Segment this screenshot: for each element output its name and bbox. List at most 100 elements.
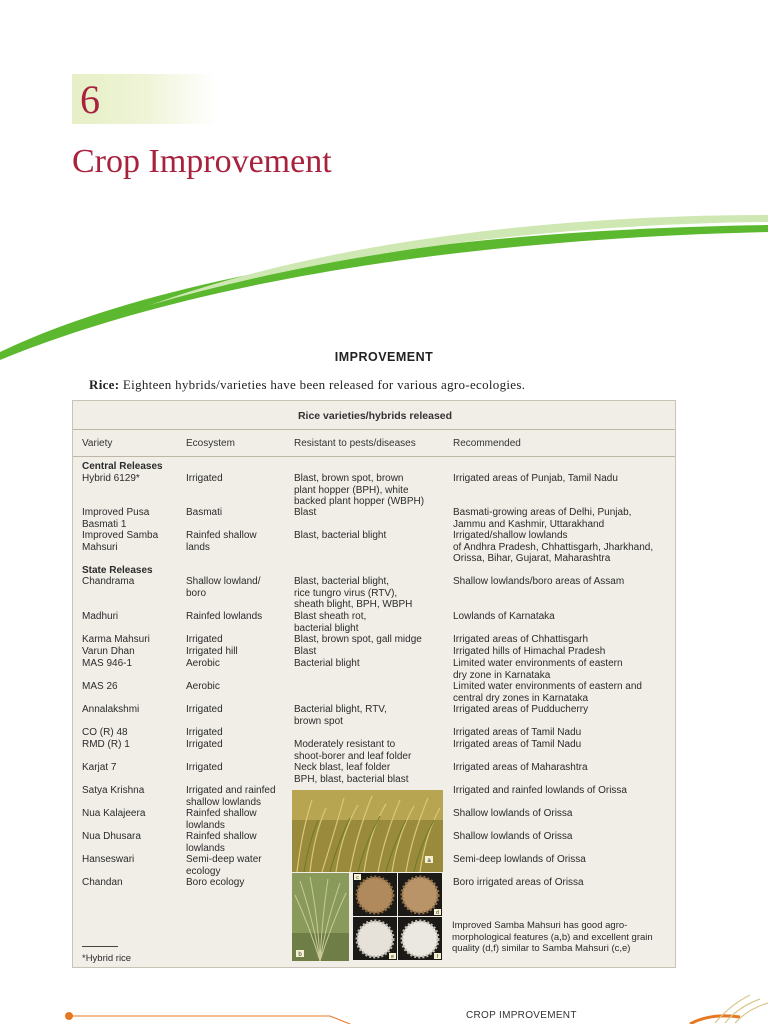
resistance-cell: Neck blast, leaf folder BPH, blast, bact… [294,762,409,785]
section-heading: IMPROVEMENT [334,350,434,364]
recommended-cell: Irrigated areas of Tamil Nadu [453,727,582,738]
recommended-cell: Irrigated areas of Chhattisgarh [453,634,589,645]
variety-cell: RMD (R) 1 [82,739,130,750]
recommended-cell: Irrigated hills of Himachal Pradesh [453,646,606,657]
rice-plant-photo: b [292,873,349,961]
ecosystem-cell: Irrigated hill [186,646,238,657]
photo-label-e: e [391,954,394,960]
photo-caption: Improved Samba Mahsuri has good agro-mor… [452,920,653,954]
group-state-releases: State Releases [82,565,153,576]
header-variety: Variety [82,438,113,449]
variety-cell: Nua Kalajeera [82,808,146,819]
recommended-cell: Shallow lowlands of Orissa [453,831,573,842]
recommended-cell: Irrigated areas of Tamil Nadu [453,739,582,750]
recommended-cell: Shallow lowlands/boro areas of Assam [453,576,625,587]
header-resistance: Resistant to pests/diseases [294,438,416,449]
table-rule [73,456,675,457]
resistance-cell: Blast [294,507,317,518]
ecosystem-cell: Boro ecology [186,877,245,888]
recommended-cell: Basmati-growing areas of Delhi, Punjab, … [453,507,632,530]
ecosystem-cell: Aerobic [186,681,220,692]
chapter-number-band [72,74,217,124]
recommended-cell: Irrigated/shallow lowlands of Andhra Pra… [453,530,654,564]
footnote-rule [82,946,118,947]
rice-field-photo: a [292,790,443,872]
resistance-cell: Blast, brown spot, brown plant hopper (B… [294,473,425,507]
recommended-cell: Irrigated and rainfed lowlands of Orissa [453,785,627,796]
variety-cell: MAS 26 [82,681,118,692]
photo-label-badge [425,856,433,863]
variety-cell: Improved Pusa Basmati 1 [82,507,150,530]
ecosystem-cell: Irrigated [186,473,223,484]
intro-lead: Rice: [89,377,120,392]
header-ecosystem: Ecosystem [186,438,235,449]
resistance-cell: Moderately resistant to shoot-borer and … [294,739,412,762]
grain-photo-d: d [398,873,442,916]
green-swoosh-decoration [0,215,768,360]
ecosystem-cell: Irrigated [186,634,223,645]
ecosystem-cell: Irrigated [186,704,223,715]
photo-label-d: d [436,910,439,916]
ecosystem-cell: Irrigated and rainfed shallow lowlands [186,785,276,808]
variety-cell: Satya Krishna [82,785,145,796]
variety-cell: CO (R) 48 [82,727,128,738]
ecosystem-cell: Shallow lowland/ boro [186,576,261,599]
variety-cell: Chandan [82,877,123,888]
recommended-cell: Boro irrigated areas of Orissa [453,877,584,888]
photo-label-c: c [356,875,359,881]
recommended-cell: Semi-deep lowlands of Orissa [453,854,586,865]
grain-photo-e: e [353,917,397,960]
recommended-cell: Limited water environments of eastern an… [453,681,642,704]
ecosystem-cell: Irrigated [186,727,223,738]
photo-label-a: a [427,858,431,864]
chapter-number: 6 [80,77,100,122]
variety-cell: Karjat 7 [82,762,117,773]
resistance-cell: Bacterial blight [294,658,360,669]
variety-cell: Madhuri [82,611,119,622]
header-recommended: Recommended [453,438,521,449]
grain-photo-c: c [353,873,397,916]
group-central-releases: Central Releases [82,461,163,472]
table-rule [73,429,675,430]
ecosystem-cell: Rainfed shallow lowlands [186,831,257,854]
variety-cell: Karma Mahsuri [82,634,150,645]
resistance-cell: Blast, brown spot, gall midge [294,634,422,645]
rice-varieties-table: Rice varieties/hybrids released Variety … [72,400,676,968]
recommended-cell: Irrigated areas of Maharashtra [453,762,588,773]
resistance-cell: Bacterial blight, RTV, brown spot [294,704,387,727]
table-title: Rice varieties/hybrids released [297,410,453,422]
recommended-cell: Shallow lowlands of Orissa [453,808,573,819]
resistance-cell: Blast, bacterial blight, rice tungro vir… [294,576,413,610]
ecosystem-cell: Basmati [186,507,223,518]
variety-cell: Improved Samba Mahsuri [82,530,159,553]
recommended-cell: Irrigated areas of Pudducherry [453,704,589,715]
variety-cell: Hanseswari [82,854,135,865]
ecosystem-cell: Semi-deep water ecology [186,854,262,877]
resistance-cell: Blast sheath rot, bacterial blight [294,611,367,634]
recommended-cell: Irrigated areas of Punjab, Tamil Nadu [453,473,618,484]
variety-cell: Chandrama [82,576,135,587]
ecosystem-cell: Rainfed lowlands [186,611,263,622]
ecosystem-cell: Irrigated [186,739,223,750]
variety-cell: Annalakshmi [82,704,140,715]
photo-label-b: b [298,952,302,958]
photo-label-f: f [437,954,439,960]
resistance-cell: Blast, bacterial blight [294,530,387,541]
chapter-title: Crop Improvement [72,143,332,180]
ecosystem-cell: Rainfed shallow lands [186,530,257,553]
ecosystem-cell: Aerobic [186,658,220,669]
intro-text: Eighteen hybrids/varieties have been rel… [119,377,526,392]
grain-photo-f: f [398,917,442,960]
footnote: *Hybrid rice [82,953,132,964]
recommended-cell: Limited water environments of eastern dr… [453,658,623,681]
variety-cell: Nua Dhusara [82,831,141,842]
intro-paragraph: Rice: Eighteen hybrids/varieties have be… [89,377,525,393]
resistance-cell: Blast [294,646,317,657]
ecosystem-cell: Rainfed shallow lowlands [186,808,257,831]
ecosystem-cell: Irrigated [186,762,223,773]
variety-cell: MAS 946-1 [82,658,133,669]
variety-cell: Varun Dhan [82,646,135,657]
recommended-cell: Lowlands of Karnataka [453,611,555,622]
running-footer: CROP IMPROVEMENT [466,1010,577,1021]
variety-cell: Hybrid 6129* [82,473,140,484]
